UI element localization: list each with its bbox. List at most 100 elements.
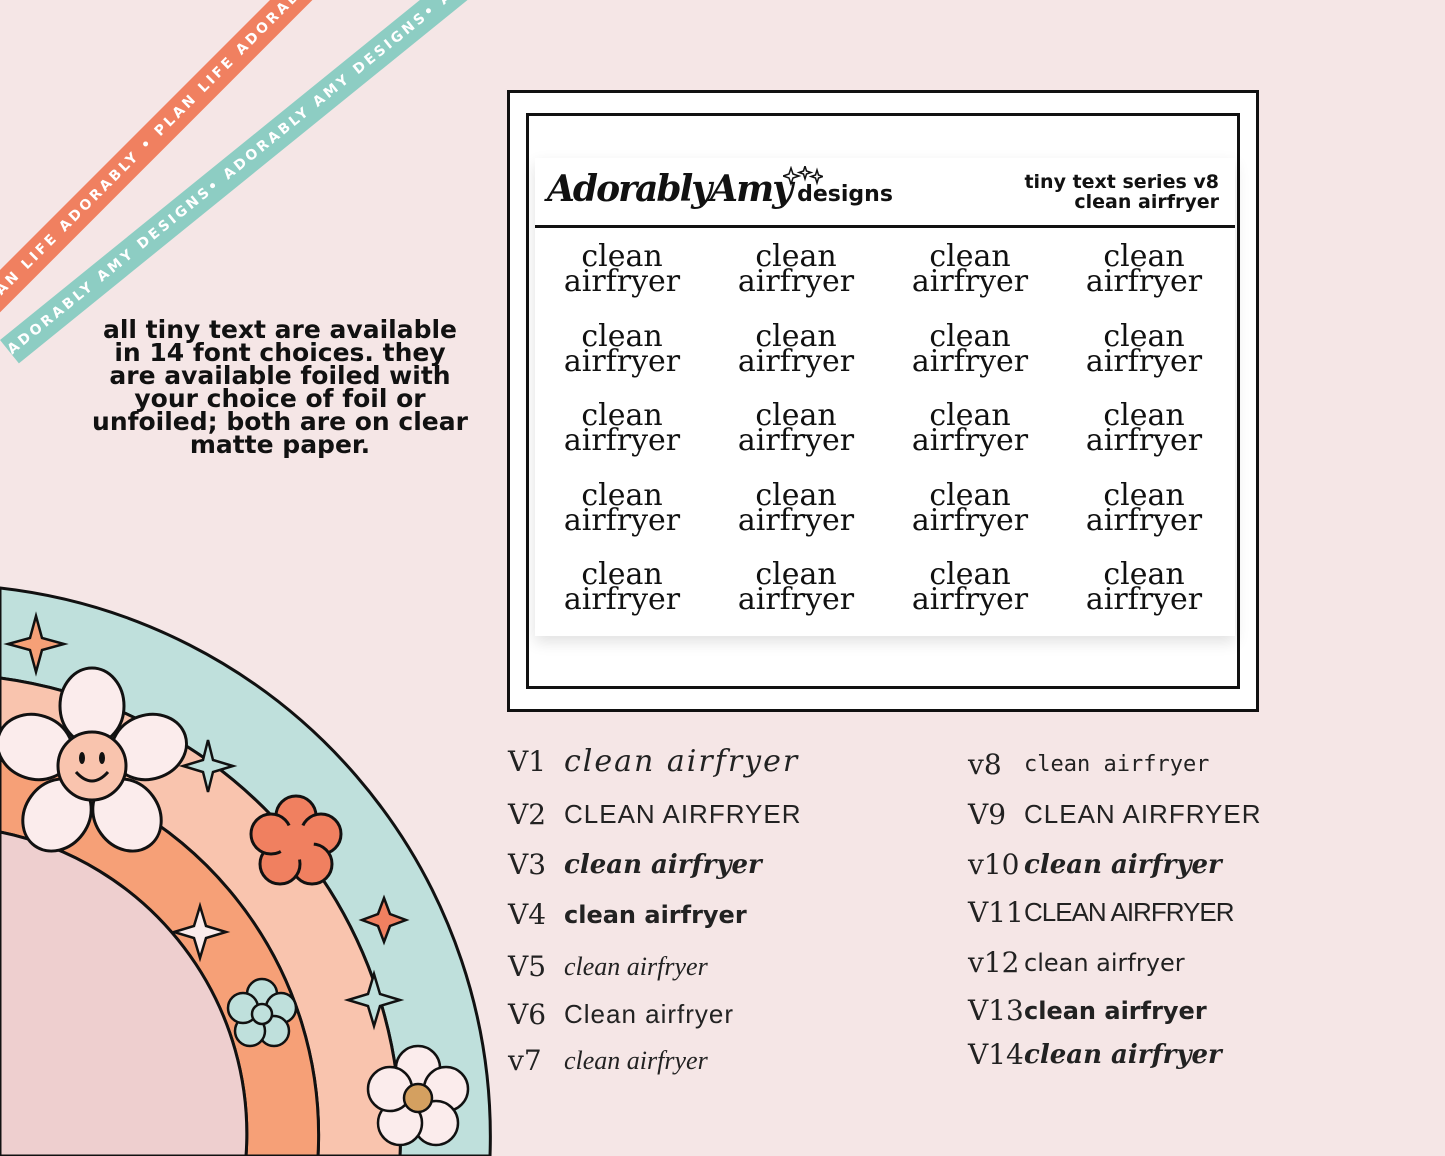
sticker-line-1: clean	[1103, 477, 1185, 513]
font-choice-row: V14 clean airfryer	[968, 1038, 1222, 1071]
sticker-item: clean airfryer	[883, 239, 1057, 324]
product-description: all tiny text are available in 14 font c…	[92, 315, 468, 459]
sticker-line-2: airfryer	[1085, 423, 1203, 458]
sticker-line-1: clean	[581, 477, 663, 513]
sticker-item: clean airfryer	[709, 318, 883, 404]
font-sample-text: clean airfryer	[564, 951, 708, 981]
sticker-line-2: airfryer	[563, 343, 681, 379]
sticker-line-1: clean	[1103, 398, 1185, 433]
font-version-label: V4	[508, 898, 547, 931]
font-sample-text: clean airfryer	[1024, 799, 1262, 829]
font-choice-row: V11 CLEAN AIRFRYER	[968, 896, 1234, 929]
font-sample-text: Clean airfryer	[564, 999, 735, 1029]
sparkle-icon	[3, 611, 69, 677]
font-version-label: V2	[508, 798, 547, 831]
rainbow-illustration	[0, 586, 492, 1156]
sticker-line-1: clean	[1103, 318, 1185, 354]
orange-flower-icon	[249, 794, 343, 886]
font-version-label: V5	[508, 950, 547, 983]
sparkle-icon	[783, 166, 823, 186]
font-version-label: v7	[508, 1044, 542, 1077]
sticker-item: clean airfryer	[1057, 318, 1231, 404]
sticker-grid: clean airfryer clean airfryer clean airfryer c…	[535, 239, 1235, 642]
sticker-line-2: airfryer	[563, 502, 681, 538]
sticker-line-1: clean	[581, 557, 663, 592]
sticker-item: clean airfryer	[709, 239, 883, 324]
font-choice-row: v8 clean airfryer	[968, 748, 1209, 781]
sparkle-icon	[178, 739, 238, 793]
sticker-line-1: clean	[929, 398, 1011, 433]
sticker-item: clean airfryer	[883, 318, 1057, 404]
font-sample-text: clean airfryer	[1024, 1039, 1222, 1070]
sticker-line-2: airfryer	[563, 264, 681, 299]
sticker-item: clean airfryer	[883, 477, 1057, 563]
font-choice-row: V3 clean airfryer	[508, 848, 762, 881]
sticker-sheet: AdorablyAmy designs tiny text series v8 …	[535, 158, 1235, 636]
sticker-line-2: airfryer	[737, 343, 855, 379]
sticker-line-1: clean	[755, 398, 837, 433]
sticker-item: clean airfryer	[1057, 560, 1231, 642]
sticker-line-1: clean	[581, 239, 663, 274]
sticker-line-1: clean	[929, 477, 1011, 513]
sticker-line-1: clean	[929, 239, 1011, 274]
font-choice-row: v7 clean airfryer	[508, 1044, 708, 1077]
sticker-line-2: airfryer	[1085, 264, 1203, 299]
sticker-item: clean airfryer	[535, 401, 709, 483]
font-sample-text: clean airfryer	[1024, 752, 1210, 777]
sticker-line-2: airfryer	[911, 264, 1029, 299]
sticker-line-1: clean	[929, 318, 1011, 354]
font-choice-row: V4 clean airfryer	[508, 898, 747, 931]
font-sample-text: clean airfryer	[564, 744, 800, 779]
font-choice-row: V5 clean airfryer	[508, 950, 708, 983]
sticker-line-2: airfryer	[1085, 582, 1203, 617]
sticker-line-2: airfryer	[1085, 502, 1203, 538]
sticker-sheet-inner-frame: AdorablyAmy designs tiny text series v8 …	[526, 113, 1240, 689]
font-sample-text: clean airfryer	[564, 900, 747, 929]
font-sample-text: clean airfryer	[1024, 948, 1185, 977]
font-sample-text: clean airfryer	[564, 1045, 708, 1075]
brand-script: AdorablyAmy	[547, 168, 793, 210]
font-version-label: v8	[968, 748, 1002, 781]
sticker-item: clean airfryer	[709, 477, 883, 563]
font-choice-row: V6 Clean airfryer	[508, 998, 734, 1031]
sticker-item: clean airfryer	[535, 557, 709, 642]
sticker-line-2: airfryer	[1085, 343, 1203, 379]
sticker-item: clean airfryer	[883, 398, 1057, 483]
sticker-line-1: clean	[1103, 239, 1185, 274]
font-choice-row: V9 clean airfryer	[968, 798, 1261, 831]
sparkle-icon	[169, 901, 231, 963]
sticker-line-1: clean	[755, 239, 837, 274]
sticker-item: clean airfryer	[709, 560, 883, 642]
sticker-item: clean airfryer	[1057, 477, 1231, 563]
font-choice-row: v12 clean airfryer	[968, 946, 1185, 979]
font-choice-row: v10 clean airfryer	[968, 848, 1222, 881]
font-version-label: V9	[968, 798, 1007, 831]
sparkle-icon	[358, 894, 410, 946]
sticker-item: clean airfryer	[883, 557, 1057, 642]
sticker-item: clean airfryer	[535, 477, 709, 563]
font-version-label: V6	[508, 998, 547, 1031]
font-version-label: V1	[508, 745, 547, 778]
sparkle-icon	[343, 969, 405, 1031]
smiley-flower-icon	[0, 666, 188, 853]
mint-flower-icon	[226, 977, 298, 1048]
sticker-line-1: clean	[929, 557, 1011, 592]
sticker-line-2: airfryer	[911, 582, 1029, 617]
sticker-line-2: airfryer	[737, 582, 855, 617]
sticker-line-1: clean	[755, 477, 837, 513]
brand-designs: designs	[797, 182, 893, 207]
sticker-line-2: airfryer	[737, 502, 855, 538]
font-sample-text: clean airfryer	[1024, 849, 1222, 880]
sticker-line-1: clean	[755, 318, 837, 354]
sticker-line-2: airfryer	[563, 423, 681, 458]
sheet-header: AdorablyAmy designs tiny text series v8 …	[535, 158, 1235, 228]
brand-logo: AdorablyAmy designs	[547, 168, 893, 210]
font-choice-row: V2 CLEAN AIRFRYER	[508, 798, 801, 831]
font-choice-row: V1 clean airfryer	[508, 744, 799, 779]
font-sample-text: clean airfryer	[564, 849, 762, 880]
sticker-line-2: airfryer	[911, 502, 1029, 538]
sticker-sheet-frame: AdorablyAmy designs tiny text series v8 …	[507, 90, 1259, 712]
font-version-label: v10	[968, 848, 1020, 881]
sticker-line-2: airfryer	[737, 423, 855, 458]
series-title: tiny text series v8	[1024, 171, 1219, 193]
